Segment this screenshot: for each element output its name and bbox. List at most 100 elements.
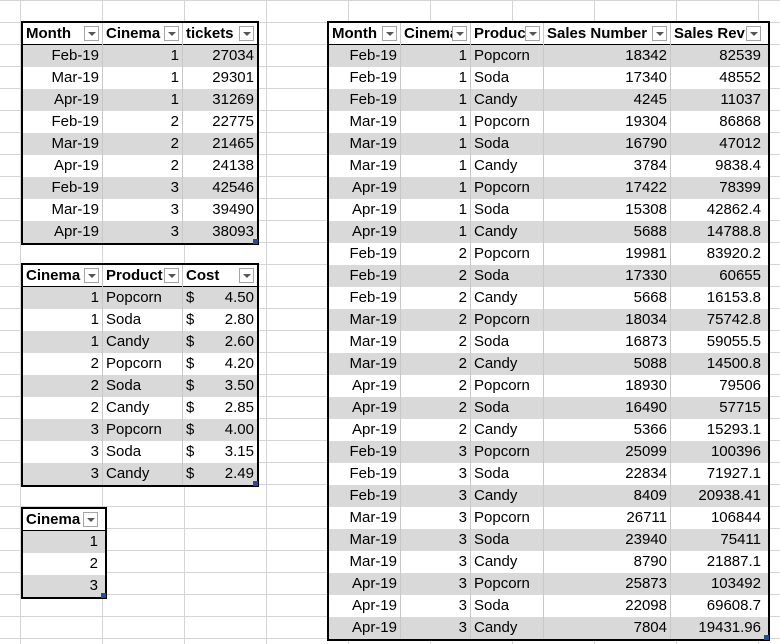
table-cell[interactable]: 47012 (671, 133, 764, 155)
table-cell[interactable]: 22775 (183, 111, 257, 133)
table-cell[interactable]: Mar-19 (329, 133, 401, 155)
table-cell[interactable]: 106844 (671, 507, 764, 529)
table-cell[interactable]: Mar-19 (23, 133, 103, 155)
table-row[interactable]: Apr-19 1 Candy 5688 14788.8 (329, 221, 768, 243)
table-cell[interactable]: 103492 (671, 573, 764, 595)
chevron-down-icon[interactable] (525, 26, 540, 41)
table-cell[interactable]: Soda (471, 595, 544, 617)
table-row[interactable]: Apr-19 1 31269 (23, 89, 257, 111)
table-cell[interactable]: 2 (401, 287, 471, 309)
table-cell[interactable]: $4.00 (183, 419, 257, 441)
table-row[interactable]: Feb-19 2 22775 (23, 111, 257, 133)
table-cell[interactable]: Mar-19 (329, 309, 401, 331)
table-row[interactable]: Apr-19 3 Soda 22098 69608.7 (329, 595, 768, 617)
table-row[interactable]: 2 Soda $3.50 (23, 375, 257, 397)
table-cell[interactable]: 25099 (544, 441, 671, 463)
table-cell[interactable]: 3 (401, 485, 471, 507)
table-cell[interactable]: Soda (103, 375, 183, 397)
table-cell[interactable]: Mar-19 (23, 67, 103, 89)
table-cell[interactable]: Apr-19 (329, 221, 401, 243)
table-cell[interactable]: 14500.8 (671, 353, 764, 375)
column-header[interactable]: tickets (183, 23, 257, 45)
table-row[interactable]: 3 Soda $3.15 (23, 441, 257, 463)
column-header[interactable]: Cinema (23, 509, 101, 531)
table-cell[interactable]: 42862.4 (671, 199, 764, 221)
chevron-down-icon[interactable] (164, 26, 179, 41)
table-cell[interactable]: 29301 (183, 67, 257, 89)
table-cell[interactable]: 4245 (544, 89, 671, 111)
table-row[interactable]: Apr-19 3 38093 (23, 221, 257, 243)
table-cell[interactable]: 59055.5 (671, 331, 764, 353)
table-row[interactable]: 2 Candy $2.85 (23, 397, 257, 419)
table-cell[interactable]: Soda (471, 529, 544, 551)
table-cell[interactable]: Popcorn (471, 243, 544, 265)
table-cell[interactable]: $2.80 (183, 309, 257, 331)
table-cell[interactable]: Mar-19 (329, 111, 401, 133)
table-row[interactable]: Apr-19 2 Popcorn 18930 79506 (329, 375, 768, 397)
table-row[interactable]: Mar-19 1 Candy 3784 9838.4 (329, 155, 768, 177)
table-row[interactable]: Mar-19 3 Soda 23940 75411 (329, 529, 768, 551)
table-cell[interactable]: 17340 (544, 67, 671, 89)
table-cell[interactable]: $2.49 (183, 463, 257, 485)
table-cell[interactable]: Candy (471, 419, 544, 441)
chevron-down-icon[interactable] (84, 26, 99, 41)
table-row[interactable]: Feb-19 3 Soda 22834 71927.1 (329, 463, 768, 485)
resize-handle-icon[interactable] (253, 239, 258, 244)
table-row[interactable]: Feb-19 1 Soda 17340 48552 (329, 67, 768, 89)
column-header[interactable]: Sales Rev (671, 23, 764, 45)
table-cell[interactable]: Candy (471, 89, 544, 111)
table-row[interactable]: Apr-19 2 Candy 5366 15293.1 (329, 419, 768, 441)
column-header[interactable]: Product (103, 265, 183, 287)
table-cell[interactable]: 25873 (544, 573, 671, 595)
table-cell[interactable]: 16153.8 (671, 287, 764, 309)
table-cell[interactable]: Feb-19 (329, 265, 401, 287)
table-cell[interactable]: 18342 (544, 45, 671, 67)
table-cell[interactable]: $2.85 (183, 397, 257, 419)
table-row[interactable]: Mar-19 2 Popcorn 18034 75742.8 (329, 309, 768, 331)
table-row[interactable]: 2 Popcorn $4.20 (23, 353, 257, 375)
table-cell[interactable]: Apr-19 (329, 199, 401, 221)
table-cell[interactable]: Popcorn (103, 353, 183, 375)
table-row[interactable]: Mar-19 1 Popcorn 19304 86868 (329, 111, 768, 133)
table-row[interactable]: Apr-19 1 Soda 15308 42862.4 (329, 199, 768, 221)
table-row[interactable]: Feb-19 2 Candy 5668 16153.8 (329, 287, 768, 309)
table-cell[interactable]: $3.50 (183, 375, 257, 397)
table-cell[interactable]: 3 (401, 529, 471, 551)
table-cell[interactable]: 15308 (544, 199, 671, 221)
table-cell[interactable]: 3 (23, 441, 103, 463)
table-row[interactable]: Mar-19 2 Candy 5088 14500.8 (329, 353, 768, 375)
table-cell[interactable]: 1 (23, 309, 103, 331)
table-cell[interactable]: 20938.41 (671, 485, 764, 507)
table-cell[interactable]: Candy (471, 155, 544, 177)
table-cell[interactable]: Apr-19 (23, 89, 103, 111)
table-cell[interactable]: 75411 (671, 529, 764, 551)
table-cell[interactable]: $4.20 (183, 353, 257, 375)
table-row[interactable]: Feb-19 1 27034 (23, 45, 257, 67)
table-cell[interactable]: Feb-19 (329, 89, 401, 111)
table-cell[interactable]: Feb-19 (329, 67, 401, 89)
chevron-down-icon[interactable] (239, 268, 254, 283)
table-cell[interactable]: 5668 (544, 287, 671, 309)
table-cell[interactable]: Candy (103, 397, 183, 419)
resize-handle-icon[interactable] (101, 593, 106, 598)
table-row[interactable]: 2 (23, 553, 105, 575)
table-row[interactable]: Feb-19 3 Candy 8409 20938.41 (329, 485, 768, 507)
table-cell[interactable]: 3 (401, 441, 471, 463)
table-row[interactable]: Mar-19 1 Soda 16790 47012 (329, 133, 768, 155)
table-cell[interactable]: 2 (401, 353, 471, 375)
table-cell[interactable]: 5688 (544, 221, 671, 243)
table-row[interactable]: 1 Soda $2.80 (23, 309, 257, 331)
table-cell[interactable]: 17422 (544, 177, 671, 199)
table-row[interactable]: Feb-19 2 Soda 17330 60655 (329, 265, 768, 287)
table-cell[interactable]: 19981 (544, 243, 671, 265)
table-cell[interactable]: Candy (471, 551, 544, 573)
table-cell[interactable]: $3.15 (183, 441, 257, 463)
table-cell[interactable]: 1 (23, 287, 103, 309)
table-row[interactable]: Mar-19 1 29301 (23, 67, 257, 89)
table-cell[interactable]: $2.60 (183, 331, 257, 353)
table-cell[interactable]: 19431.96 (671, 617, 764, 639)
table-cell[interactable]: 1 (103, 67, 183, 89)
table-cell[interactable]: Popcorn (471, 177, 544, 199)
column-header[interactable]: Cinema (23, 265, 103, 287)
table-cell[interactable]: 14788.8 (671, 221, 764, 243)
